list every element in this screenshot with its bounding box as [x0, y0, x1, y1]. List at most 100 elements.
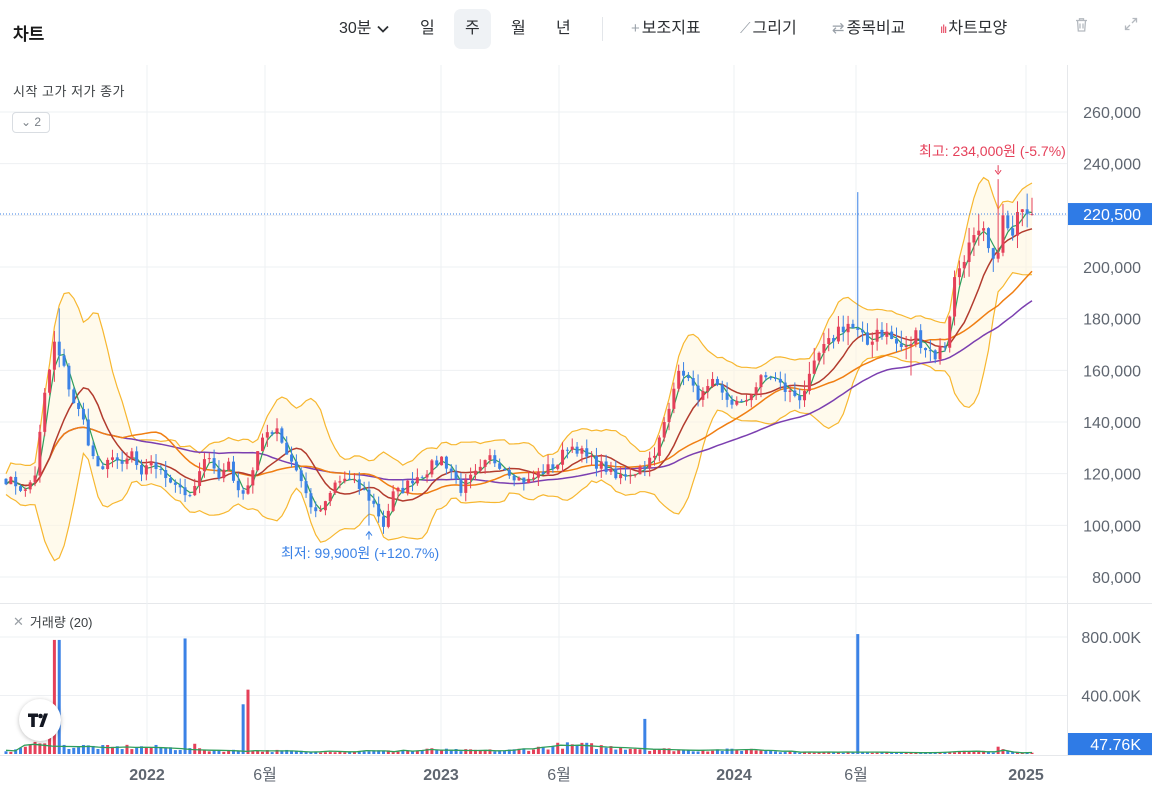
- draw-button[interactable]: ⟋ 그리기: [740, 9, 797, 49]
- chart-grid: [0, 65, 1152, 756]
- chart-toolbar: 차트 30분 일 주 월 년 + 보조지표 ⟋ 그리기 ⇄ 종목비교 ılı 차…: [0, 0, 1152, 58]
- candle-body: [77, 403, 81, 409]
- candle-body: [914, 330, 918, 345]
- volume-bar: [643, 718, 647, 754]
- volume-bar: [4, 751, 8, 754]
- candle-body: [512, 475, 516, 481]
- candle-body: [899, 343, 903, 347]
- period-week-button[interactable]: 주: [454, 9, 491, 49]
- candle-body: [575, 446, 579, 454]
- trash-icon[interactable]: [1073, 16, 1090, 38]
- candle-body: [96, 456, 100, 467]
- volume-bar: [227, 750, 231, 754]
- candle-body: [125, 458, 129, 464]
- candle-body: [38, 431, 42, 476]
- volume-bar: [396, 751, 400, 754]
- candle-body: [454, 471, 458, 480]
- volume-bar: [77, 747, 81, 754]
- volume-bar: [28, 744, 32, 754]
- candle-body: [173, 482, 177, 485]
- volume-bar: [585, 742, 589, 754]
- time-tick-label: 2023: [423, 767, 459, 784]
- candle-body: [440, 456, 444, 466]
- chart-style-button[interactable]: ılı 차트모양: [940, 9, 1007, 49]
- candle-body: [972, 235, 976, 243]
- volume-bar: [294, 750, 298, 754]
- candle-body: [628, 475, 632, 477]
- period-month-button[interactable]: 월: [511, 20, 526, 37]
- candle-body: [953, 277, 957, 317]
- high-marker-arrow: [994, 169, 1002, 176]
- tradingview-logo[interactable]: [19, 699, 61, 741]
- interval-dropdown[interactable]: 30분: [339, 9, 390, 49]
- volume-bar: [846, 752, 850, 754]
- volume-bar: [696, 751, 700, 754]
- volume-bar: [662, 748, 666, 754]
- volume-bar: [720, 750, 724, 754]
- volume-bar: [619, 747, 623, 754]
- candle-body: [401, 487, 405, 494]
- candle-body: [715, 378, 719, 385]
- candle-body: [885, 331, 889, 337]
- volume-bar: [899, 752, 903, 754]
- volume-bar: [464, 749, 468, 754]
- price-tick-label: 200,000: [1083, 260, 1141, 277]
- candle-body: [406, 480, 410, 494]
- volume-bar: [599, 745, 603, 754]
- period-day-button[interactable]: 일: [420, 20, 435, 37]
- candle-body: [793, 390, 797, 396]
- candle-body: [783, 382, 787, 392]
- volume-bar: [841, 752, 845, 754]
- volume-bar: [783, 751, 787, 754]
- legend-collapse-button[interactable]: ⌄ 2: [12, 112, 50, 133]
- volume-bar: [193, 743, 197, 754]
- volume-bar: [754, 750, 758, 754]
- candle-body: [590, 455, 594, 457]
- candle-body: [875, 329, 879, 342]
- candle-body: [836, 326, 840, 342]
- period-year-button[interactable]: 년: [556, 20, 571, 37]
- candle-body: [159, 469, 163, 471]
- candle-body: [86, 419, 90, 446]
- candle-body: [957, 268, 961, 278]
- volume-bar: [285, 749, 289, 754]
- indicator-button[interactable]: + 보조지표: [631, 9, 701, 49]
- compare-button[interactable]: ⇄ 종목비교: [832, 9, 905, 49]
- volume-bar: [682, 749, 686, 754]
- volume-bar: [1020, 752, 1024, 754]
- candle-body: [333, 482, 337, 493]
- last-price-label: 220,500: [1083, 207, 1141, 224]
- volume-bar: [638, 749, 642, 754]
- volume-bar: [890, 752, 894, 754]
- expand-icon[interactable]: [1123, 16, 1139, 37]
- volume-bar: [52, 639, 56, 754]
- candle-body: [265, 432, 269, 438]
- candle-body: [948, 316, 952, 348]
- volume-bar: [561, 748, 565, 754]
- candle-body: [832, 338, 836, 342]
- close-icon[interactable]: ✕: [13, 613, 24, 629]
- candle-body: [304, 481, 308, 494]
- candle-body: [449, 468, 453, 472]
- ma60-line: [5, 270, 1033, 495]
- volume-bar: [169, 747, 173, 754]
- candle-body: [643, 466, 647, 469]
- candle-body: [1011, 228, 1015, 236]
- candle-body: [1025, 209, 1029, 215]
- candle-body: [154, 462, 158, 470]
- candle-body: [662, 422, 666, 438]
- candle-body: [749, 394, 753, 401]
- volume-bar: [851, 752, 855, 754]
- candle-body: [686, 375, 690, 379]
- volume-bar: [270, 752, 274, 754]
- volume-bar: [333, 752, 337, 754]
- candle-body: [425, 474, 429, 478]
- volume-bar: [401, 750, 405, 754]
- volume-bar: [715, 749, 719, 754]
- volume-tick-label: 400.00K: [1081, 689, 1141, 706]
- volume-bar: [309, 751, 313, 754]
- candle-body: [444, 456, 448, 469]
- candle-body: [14, 476, 18, 487]
- candle-body: [1020, 209, 1024, 212]
